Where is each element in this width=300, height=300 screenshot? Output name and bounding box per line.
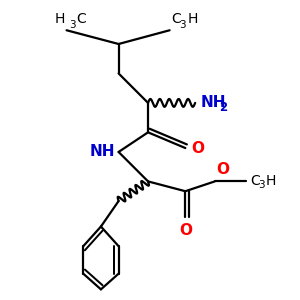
Text: 3: 3	[258, 180, 265, 190]
Text: 3: 3	[70, 20, 76, 30]
Text: NH: NH	[201, 95, 226, 110]
Text: NH: NH	[89, 145, 115, 160]
Text: 3: 3	[179, 20, 186, 30]
Text: O: O	[217, 163, 230, 178]
Text: H: H	[54, 12, 64, 26]
Text: 2: 2	[219, 101, 227, 114]
Text: H: H	[266, 174, 276, 188]
Text: C: C	[250, 174, 260, 188]
Text: O: O	[179, 223, 192, 238]
Text: C: C	[76, 12, 86, 26]
Text: H: H	[187, 12, 198, 26]
Text: O: O	[191, 140, 204, 155]
Text: C: C	[172, 12, 181, 26]
